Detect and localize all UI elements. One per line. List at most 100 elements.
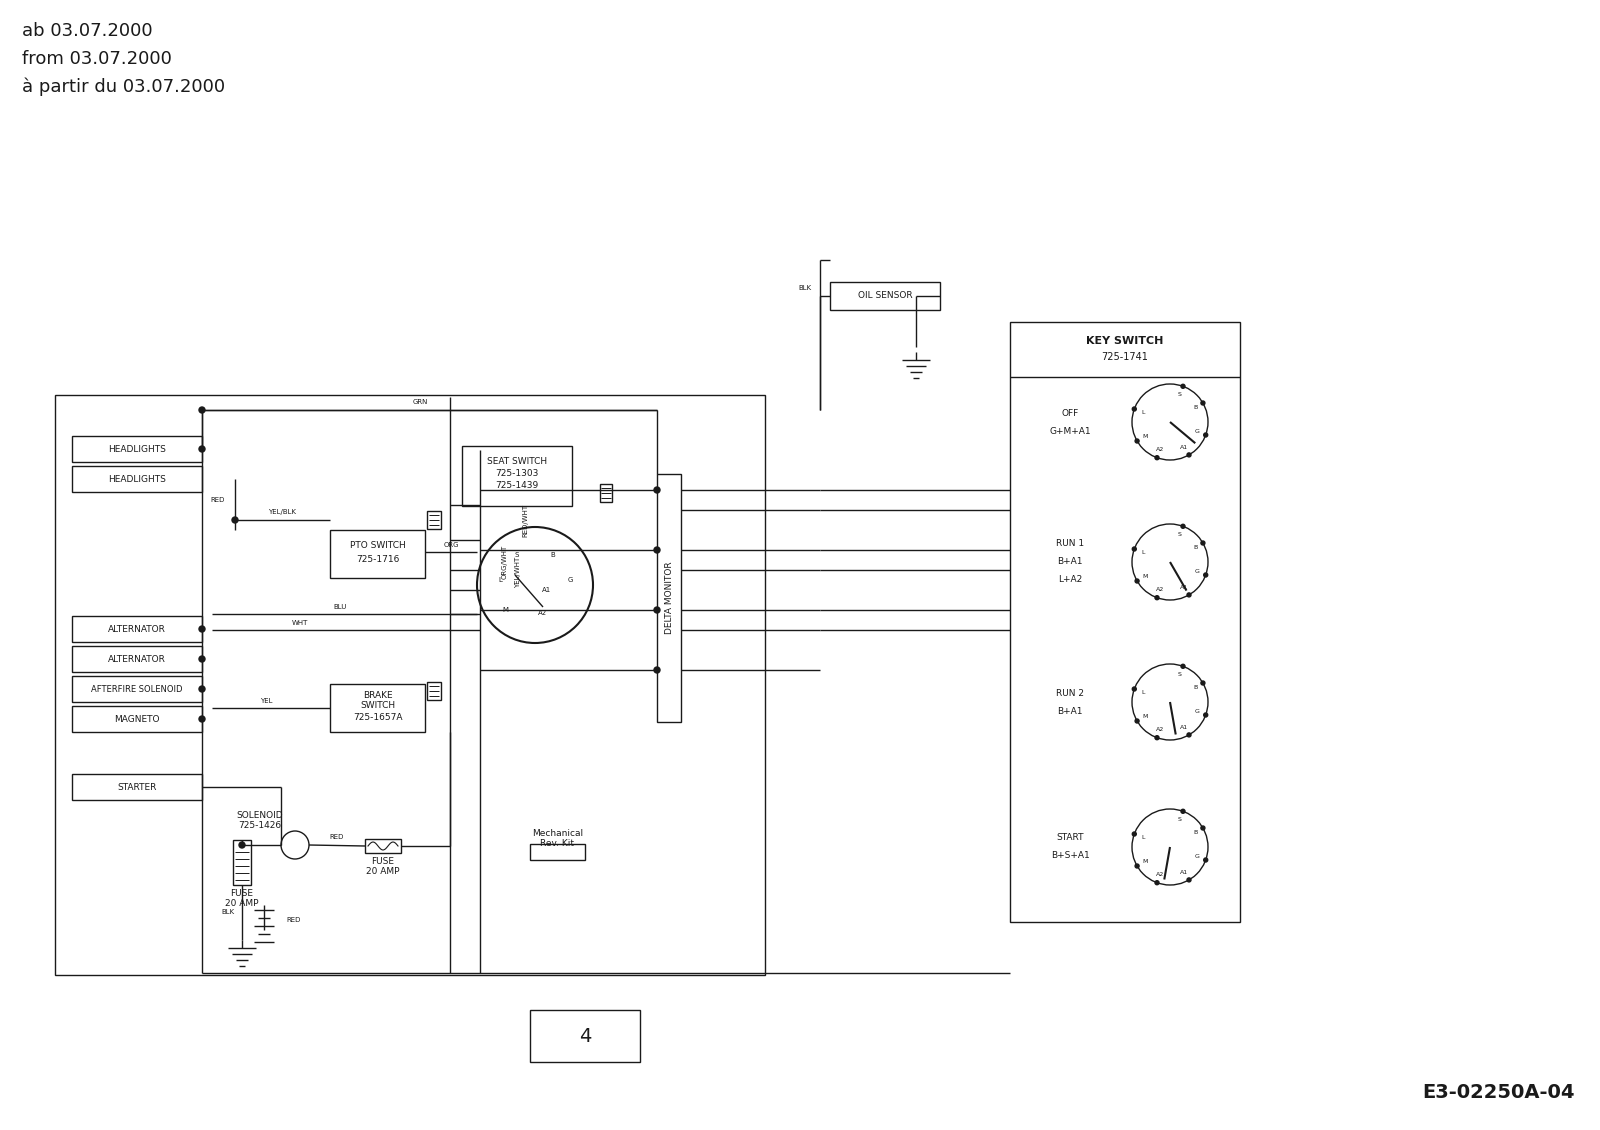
Text: SOLENOID: SOLENOID: [237, 811, 283, 820]
Circle shape: [198, 626, 205, 632]
Circle shape: [1181, 809, 1186, 814]
Text: S: S: [515, 551, 518, 558]
Text: S: S: [1178, 672, 1182, 677]
Circle shape: [1202, 681, 1205, 685]
Bar: [72, 706, 202, 732]
Bar: [658, 473, 682, 722]
Circle shape: [1181, 524, 1186, 529]
Text: MAGNETO: MAGNETO: [114, 714, 160, 723]
Bar: [330, 684, 426, 732]
Text: B+A1: B+A1: [1058, 706, 1083, 715]
Circle shape: [1203, 433, 1208, 437]
Text: L: L: [498, 577, 502, 583]
Text: S: S: [1178, 532, 1182, 537]
Text: WHT: WHT: [291, 620, 309, 626]
Text: 725-1716: 725-1716: [355, 556, 398, 565]
Text: from 03.07.2000: from 03.07.2000: [22, 50, 171, 68]
Text: DELTA MONITOR: DELTA MONITOR: [664, 562, 674, 634]
Text: RED: RED: [286, 918, 301, 923]
Circle shape: [1133, 407, 1136, 411]
Bar: [54, 396, 765, 975]
Circle shape: [654, 547, 661, 553]
Circle shape: [198, 446, 205, 452]
Text: OFF: OFF: [1061, 409, 1078, 417]
Bar: [72, 774, 202, 800]
Bar: [600, 484, 611, 502]
Text: 20 AMP: 20 AMP: [366, 867, 400, 876]
Text: G: G: [1195, 570, 1200, 574]
Circle shape: [1155, 455, 1158, 460]
Text: FUSE: FUSE: [371, 857, 395, 866]
Text: G: G: [1195, 854, 1200, 860]
Text: à partir du 03.07.2000: à partir du 03.07.2000: [22, 78, 226, 96]
Bar: [462, 446, 573, 506]
Text: ORG: ORG: [443, 542, 459, 548]
Circle shape: [1203, 858, 1208, 862]
Circle shape: [1155, 596, 1158, 600]
Text: G: G: [1195, 710, 1200, 714]
Text: 20 AMP: 20 AMP: [226, 898, 259, 907]
Text: Mechanical: Mechanical: [531, 829, 582, 838]
Text: A2: A2: [1155, 586, 1165, 592]
Text: L: L: [1141, 409, 1144, 415]
Circle shape: [1187, 733, 1190, 737]
Text: L: L: [1141, 689, 1144, 695]
Text: ORG/WHT: ORG/WHT: [502, 545, 509, 579]
Text: M: M: [1142, 434, 1147, 438]
Text: G: G: [568, 577, 573, 583]
Circle shape: [1181, 664, 1186, 668]
Text: SEAT SWITCH: SEAT SWITCH: [486, 458, 547, 467]
Text: A1: A1: [542, 586, 552, 593]
Text: A2: A2: [539, 610, 547, 616]
Circle shape: [1187, 453, 1190, 457]
Text: E3-02250A-04: E3-02250A-04: [1422, 1083, 1574, 1102]
Text: BLU: BLU: [333, 605, 347, 610]
Text: B: B: [1194, 831, 1197, 835]
Circle shape: [1134, 719, 1139, 723]
Circle shape: [232, 518, 238, 523]
Text: S: S: [1178, 392, 1182, 398]
Text: HEADLIGHTS: HEADLIGHTS: [109, 444, 166, 453]
Bar: [830, 282, 941, 310]
Text: RED/WHT: RED/WHT: [522, 504, 528, 537]
Circle shape: [1155, 736, 1158, 740]
Text: L: L: [1141, 549, 1144, 555]
Bar: [1010, 322, 1240, 922]
Text: AFTERFIRE SOLENOID: AFTERFIRE SOLENOID: [91, 685, 182, 694]
Circle shape: [1133, 687, 1136, 692]
Circle shape: [654, 607, 661, 612]
Text: A2: A2: [1155, 446, 1165, 452]
Bar: [530, 1010, 640, 1062]
Text: YEL: YEL: [259, 698, 272, 704]
Circle shape: [654, 667, 661, 673]
Bar: [72, 676, 202, 702]
Text: BRAKE: BRAKE: [363, 692, 392, 701]
Text: 725-1426: 725-1426: [238, 822, 282, 831]
Bar: [330, 530, 426, 579]
Text: YEL/BLK: YEL/BLK: [269, 508, 296, 515]
Text: ALTERNATOR: ALTERNATOR: [109, 654, 166, 663]
Text: BLK: BLK: [798, 285, 811, 292]
Text: 725-1657A: 725-1657A: [352, 713, 402, 722]
Text: HEADLIGHTS: HEADLIGHTS: [109, 475, 166, 484]
Text: FUSE: FUSE: [230, 888, 253, 897]
Circle shape: [1187, 593, 1190, 597]
Circle shape: [1202, 826, 1205, 831]
Text: GRN: GRN: [413, 399, 427, 405]
Text: B: B: [550, 551, 555, 558]
Text: A2: A2: [1155, 727, 1165, 732]
Bar: [530, 844, 586, 860]
Text: M: M: [1142, 859, 1147, 864]
Text: B+A1: B+A1: [1058, 557, 1083, 566]
Circle shape: [238, 842, 245, 848]
Text: YEL/WHT: YEL/WHT: [515, 556, 522, 588]
Text: BLK: BLK: [221, 910, 235, 915]
Text: M: M: [502, 607, 509, 612]
Circle shape: [1155, 880, 1158, 885]
Text: SWITCH: SWITCH: [360, 702, 395, 711]
Circle shape: [1133, 832, 1136, 836]
Text: M: M: [1142, 574, 1147, 579]
Bar: [427, 511, 442, 529]
Bar: [234, 840, 251, 885]
Bar: [72, 616, 202, 642]
